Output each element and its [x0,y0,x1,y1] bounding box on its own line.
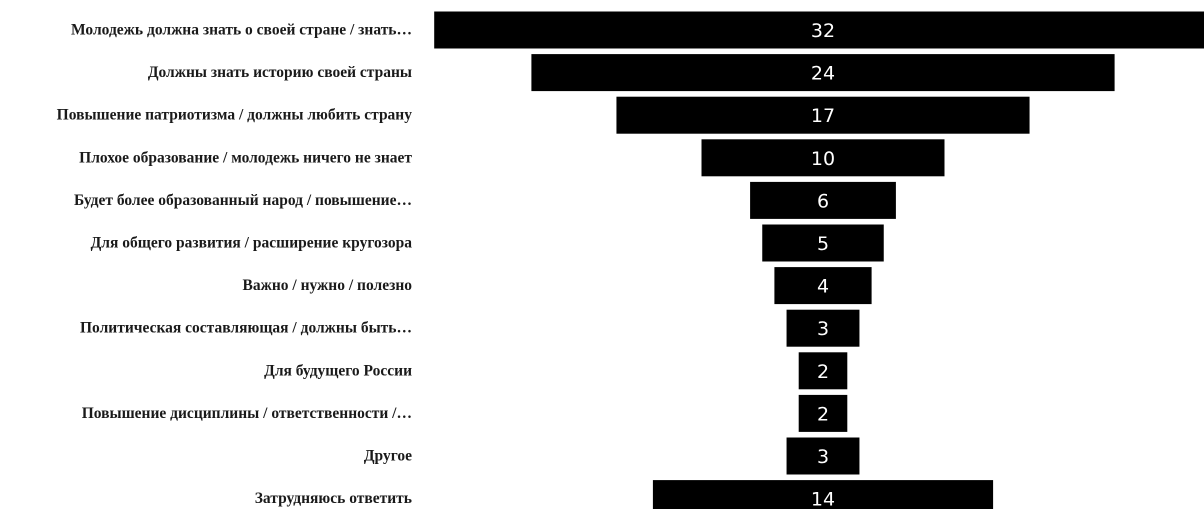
bar [701,139,945,177]
bar [750,181,896,219]
category-label: Молодежь должна знать о своей стране / з… [71,22,412,39]
bar [762,224,884,262]
category-label: Затрудняюсь ответить [255,490,412,507]
category-labels: Молодежь должна знать о своей стране / з… [57,22,413,508]
bar [798,394,848,432]
data-label: 14 [811,489,835,509]
data-label: 32 [811,20,835,42]
category-label: Повышение патриотизма / должны любить ст… [57,107,413,124]
data-label: 3 [817,446,829,468]
data-label: 10 [811,148,835,170]
category-label: Для будущего России [264,362,412,379]
category-label: Плохое образование / молодежь ничего не … [79,149,412,166]
bar [798,352,848,390]
data-label: 5 [817,233,829,255]
category-label: Должны знать историю своей страны [148,64,412,81]
bar [652,480,994,509]
category-label: Политическая составляющая / должны быть… [80,320,412,337]
data-label: 2 [817,361,829,383]
category-label: Для общего развития / расширение кругозо… [91,235,413,252]
bar [616,96,1030,134]
bar [774,267,872,305]
data-label: 6 [817,190,829,212]
category-label: Будет более образованный народ / повышен… [74,192,412,209]
bars [434,11,1204,509]
data-label: 17 [811,105,835,127]
bar [786,309,860,347]
data-label: 24 [811,63,835,85]
data-label: 2 [817,403,829,425]
data-label: 3 [817,318,829,340]
bar [531,54,1115,92]
data-label: 4 [817,276,829,298]
bar [786,437,860,475]
category-label: Другое [364,448,412,465]
category-label: Важно / нужно / полезно [243,277,413,294]
category-label: Повышение дисциплины / ответственности /… [82,405,412,422]
bar [434,11,1204,49]
